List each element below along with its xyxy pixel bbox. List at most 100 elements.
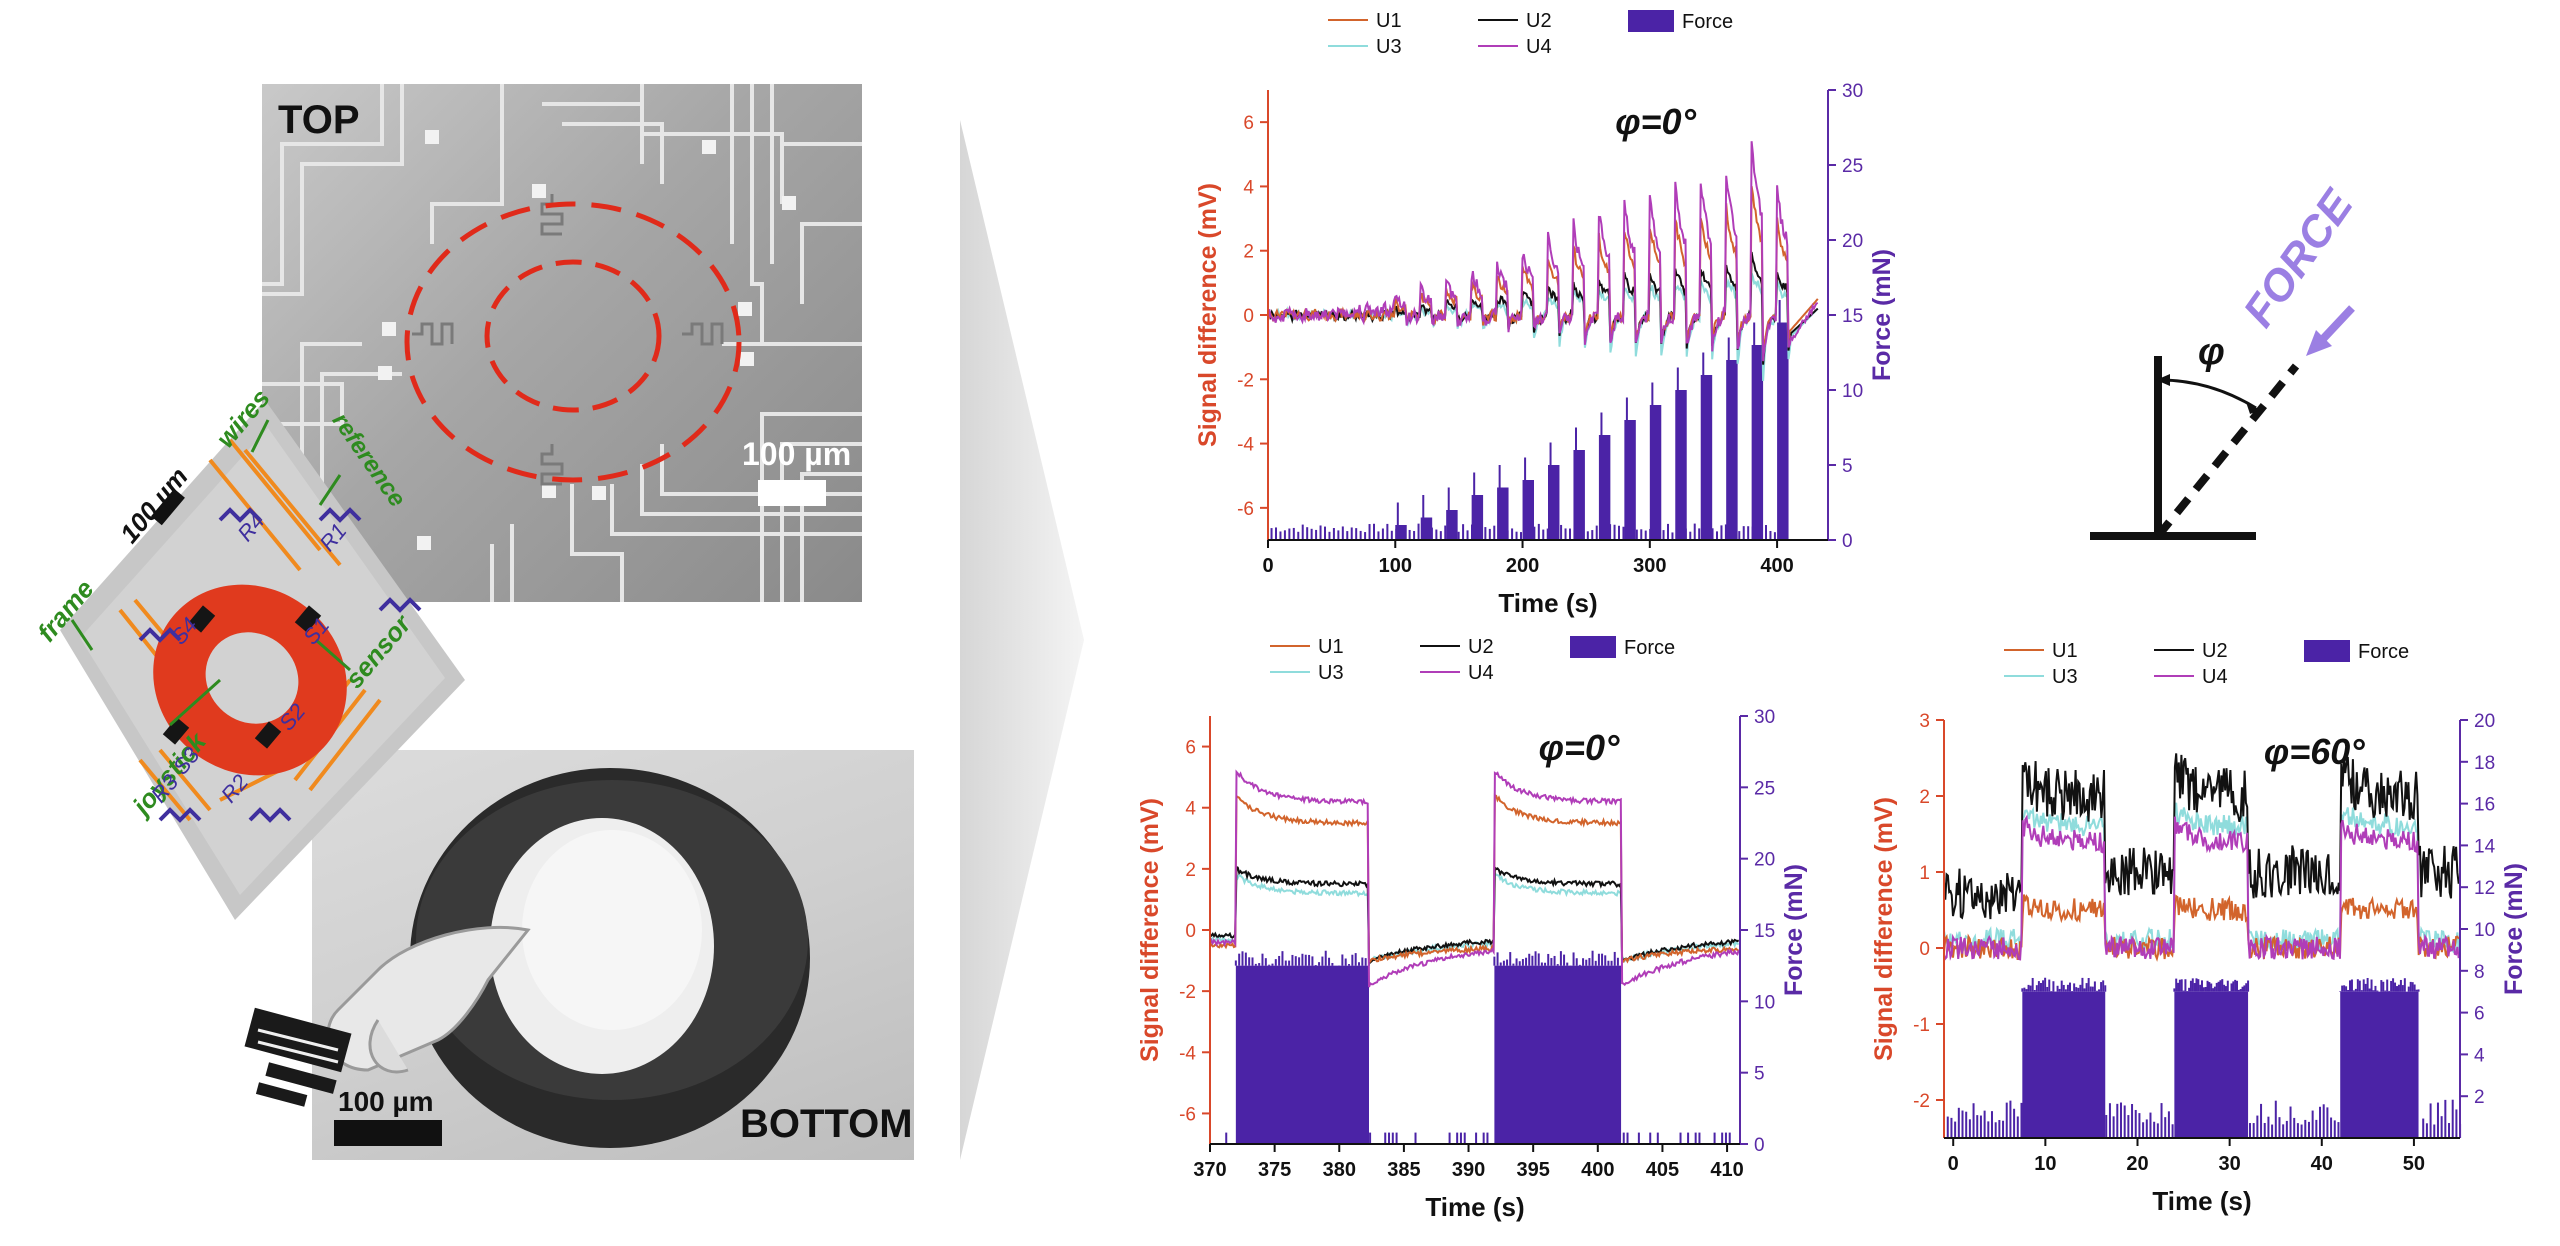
force-bar [2263, 1122, 2266, 1138]
x-tick-label: 385 [1387, 1159, 1420, 1181]
force-bar [1595, 525, 1598, 540]
force-bar [2311, 1110, 2314, 1138]
y-tick-label-left: -2 [1237, 370, 1254, 391]
angle-annotation: φ=0° [1615, 101, 1696, 142]
force-bar [1283, 530, 1286, 540]
force-bar [1377, 531, 1380, 540]
y-tick-label-right: 14 [2474, 836, 2496, 857]
force-bar [2145, 1119, 2148, 1138]
y-tick-label-left: 1 [1919, 863, 1930, 884]
force-bar [1319, 525, 1322, 540]
y-tick-label-right: 15 [1842, 306, 1863, 327]
force-bar [1511, 528, 1514, 540]
force-bar [1751, 345, 1764, 540]
force-bar [1675, 390, 1687, 540]
force-bar [2174, 991, 2249, 1138]
y-tick-label-left: 0 [1919, 939, 1930, 960]
y-tick-label-left: 2 [1185, 860, 1196, 881]
force-bar [1548, 465, 1560, 540]
force-bar [2289, 1106, 2292, 1138]
force-bars [1946, 977, 2462, 1138]
angle-annotation: φ=60° [2264, 731, 2365, 772]
force-bar [1439, 531, 1442, 540]
x-tick-label: 20 [2126, 1153, 2148, 1175]
force-bar [1497, 487, 1509, 540]
force-bar [1475, 1132, 1478, 1144]
force-bar [1235, 965, 1369, 1144]
force-bar [2131, 1104, 2134, 1138]
force-bar [1598, 435, 1611, 540]
force-bar [1950, 1117, 1953, 1138]
force-bar [2002, 1120, 2005, 1138]
force-bar [2278, 1117, 2281, 1138]
y-tick-label-left: -4 [1237, 435, 1254, 456]
y-tick-label-left: 2 [1919, 787, 1930, 808]
force-bar [1637, 1132, 1640, 1144]
legend-swatch-force [1570, 636, 1616, 658]
force-jitter [2339, 977, 2420, 992]
force-bar [2451, 1099, 2454, 1138]
force-bar [1698, 528, 1701, 540]
force-bar [1484, 527, 1487, 540]
force-bar [2429, 1103, 2432, 1138]
force-bar [1279, 531, 1282, 540]
force-bar [2112, 1116, 2115, 1138]
force-bar [1700, 375, 1713, 540]
bottom-micrograph: BOTTOM 100 µm [312, 750, 914, 1160]
force-bar [1622, 526, 1625, 540]
y-tick-label-left: 4 [1243, 177, 1254, 198]
force-bar [1341, 526, 1344, 540]
force-bar [1569, 528, 1571, 540]
bottom-scale-bar [334, 1120, 442, 1146]
force-bar [2167, 1111, 2170, 1138]
force-bar [1328, 531, 1331, 540]
force-bar [1957, 1107, 1960, 1138]
force-bar [1720, 525, 1723, 540]
force-bar [1721, 1132, 1724, 1144]
force-bar [1471, 495, 1484, 540]
force-bar [1573, 450, 1585, 540]
force-bar [1417, 523, 1420, 540]
series-U2 [1267, 251, 1819, 365]
force-bar [2248, 1123, 2251, 1138]
chart-top: 0 100 200 300 400 -6 -4 -2 0 2 4 6 0 5 10 15 20 25 30 Time … [1194, 10, 1896, 618]
force-bar [1726, 360, 1738, 540]
force-bar [2127, 1115, 2130, 1138]
y-tick-label-right: 10 [1754, 992, 1775, 1013]
force-bar [1448, 1132, 1451, 1144]
y-tick-label-right: 5 [1754, 1064, 1765, 1085]
legend-label-U3: U3 [2052, 666, 2078, 688]
legend-label-U2: U2 [2202, 640, 2228, 662]
force-bar [1337, 530, 1340, 540]
y-tick-label-right: 4 [2474, 1045, 2485, 1066]
force-bar [1618, 525, 1620, 540]
force-bar [1679, 1132, 1682, 1144]
force-bar [1364, 532, 1367, 540]
force-bar [1586, 531, 1589, 540]
force-bar [2333, 1120, 2336, 1138]
force-bar [1998, 1120, 2001, 1138]
force-bar [1359, 530, 1362, 540]
force-bar [1667, 523, 1669, 540]
force-bar [1537, 523, 1540, 540]
force-bar [1444, 525, 1447, 540]
x-tick-label: 370 [1193, 1159, 1226, 1181]
force-bar [1649, 1132, 1652, 1144]
legend: U1 U2 U3 U4 Force [2004, 640, 2409, 688]
y-tick-label-left: -4 [1179, 1043, 1196, 1064]
x-tick-label: 0 [1262, 555, 1273, 577]
force-bar [2293, 1117, 2296, 1138]
force-bar [1564, 528, 1567, 540]
force-bar [2315, 1119, 2318, 1138]
force-bar [1713, 1132, 1716, 1144]
force-bar [2296, 1123, 2299, 1138]
legend-label-force: Force [1682, 11, 1733, 33]
legend-label-U2: U2 [1468, 636, 1494, 658]
y-tick-label-right: 0 [1754, 1135, 1765, 1156]
force-bar [1413, 530, 1416, 540]
robot-hand-illustration [244, 925, 531, 1107]
x-tick-label: 405 [1646, 1159, 1679, 1181]
legend-swatch-force [1628, 10, 1674, 32]
force-bar [1693, 523, 1696, 540]
force-bar [1976, 1115, 1979, 1138]
